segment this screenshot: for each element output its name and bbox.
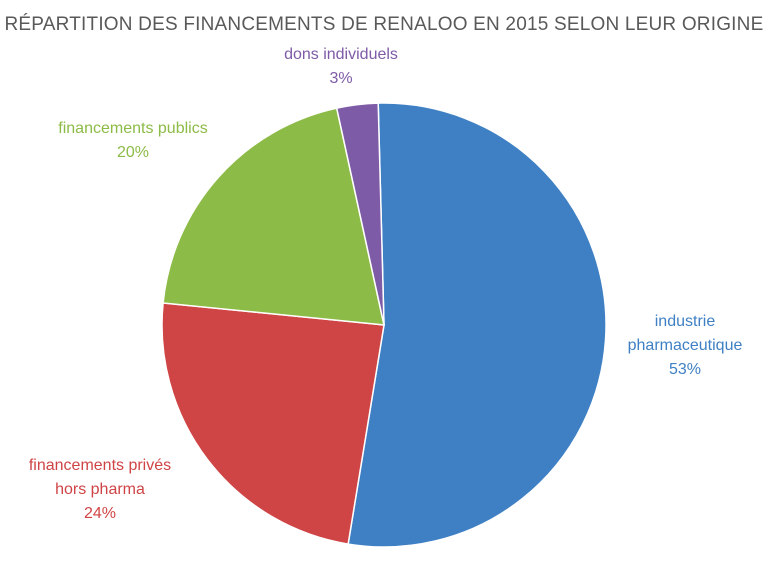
slice-label-dons: dons individuels 3% [284,46,398,87]
pie-slices [161,102,607,548]
chart-title: RÉPARTITION DES FINANCEMENTS DE RENALOO … [5,14,764,35]
slice-name-label: hors pharma [55,481,145,498]
slice-name-label: dons individuels [284,46,398,63]
pie-slice-industrie [347,102,607,548]
slice-value-label: 24% [84,505,116,522]
slice-label-industrie: industrie pharmaceutique 53% [628,313,743,378]
pie-slice-publics [162,107,385,326]
slice-value-label: 20% [117,144,149,161]
pie-slice-prives [161,302,385,545]
slice-name-label: financements publics [58,120,207,137]
slice-name-label: pharmaceutique [628,337,743,354]
slice-label-publics: financements publics 20% [58,120,207,161]
pie-slice-dons [335,102,385,326]
slice-name-label: financements privés [29,457,171,474]
slice-value-label: 3% [329,70,352,87]
slice-label-prives: financements privés hors pharma 24% [29,457,171,522]
slice-labels: industrie pharmaceutique 53% financements p… [29,46,743,522]
slice-value-label: 53% [669,361,701,378]
slice-name-label: industrie [655,313,716,330]
